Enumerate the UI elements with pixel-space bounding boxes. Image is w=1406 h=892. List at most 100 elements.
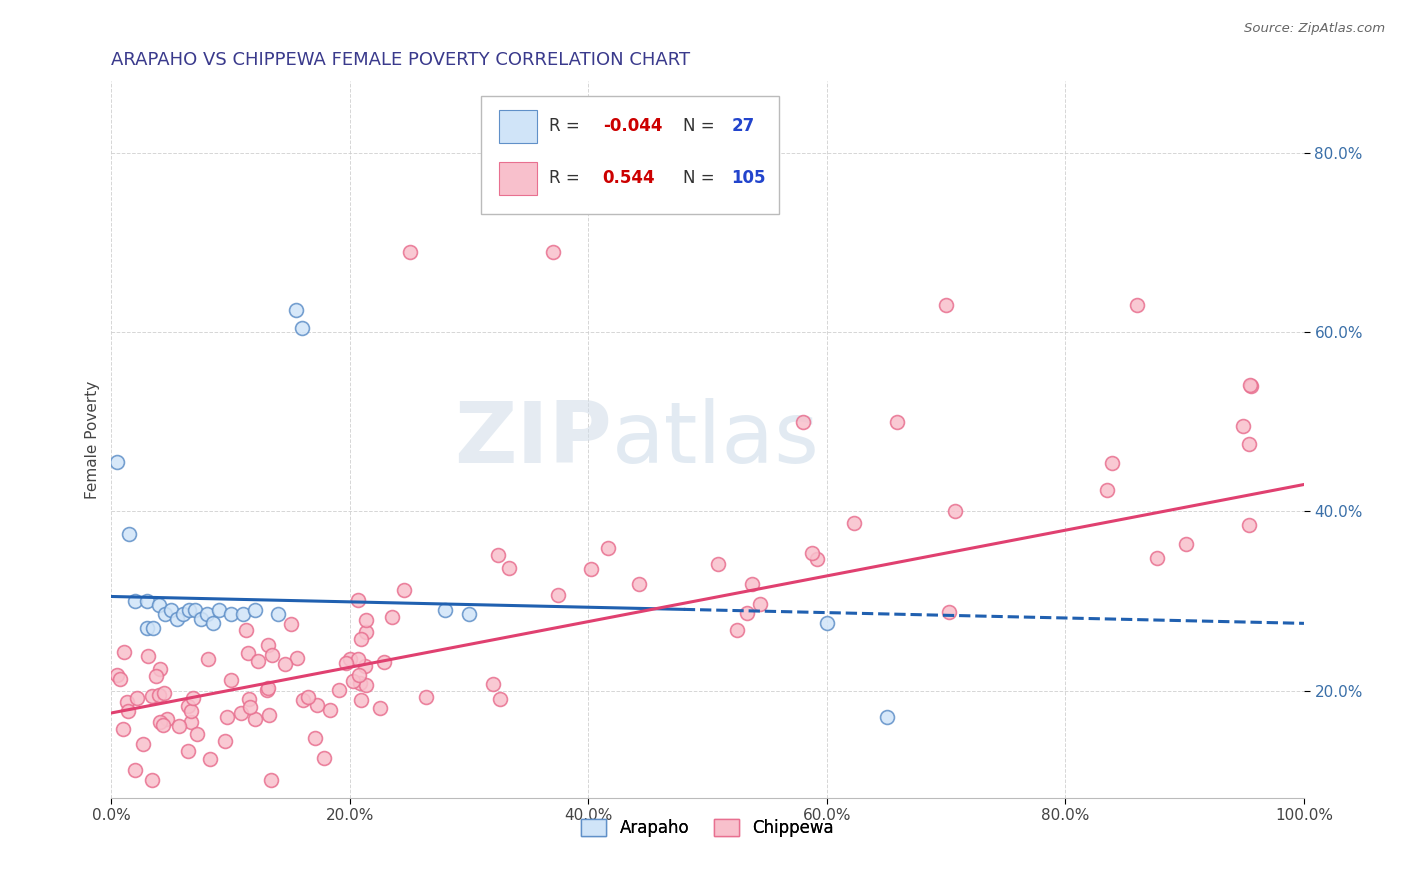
Point (231, 706, 253, 721)
Point (160, 603, 183, 617)
Point (1237, 437, 1260, 451)
Text: N =: N = (683, 169, 720, 187)
Point (285, 302, 308, 317)
Text: atlas: atlas (612, 398, 820, 481)
Point (112, 645, 135, 659)
Point (141, 689, 163, 703)
Point (354, 678, 377, 692)
Point (1095, 483, 1118, 497)
Point (208, 603, 231, 617)
Point (153, 607, 176, 622)
Point (938, 605, 960, 619)
Point (458, 607, 481, 622)
Point (105, 668, 128, 682)
Point (243, 712, 266, 726)
Point (136, 594, 159, 608)
Point (398, 244, 420, 259)
Point (148, 662, 170, 676)
Point (347, 668, 370, 682)
Point (292, 693, 315, 707)
Y-axis label: Female Poverty: Female Poverty (86, 381, 100, 499)
Point (725, 623, 748, 637)
Point (1237, 518, 1260, 533)
Point (354, 625, 377, 640)
Point (353, 659, 375, 673)
Point (792, 415, 814, 429)
Point (257, 681, 280, 695)
Point (148, 688, 170, 702)
Point (319, 703, 342, 717)
Point (215, 709, 238, 723)
Point (482, 676, 505, 690)
Point (181, 691, 204, 706)
Point (243, 603, 266, 617)
FancyBboxPatch shape (499, 161, 537, 194)
Point (166, 612, 188, 626)
Point (842, 516, 865, 530)
Point (115, 694, 138, 708)
Point (235, 623, 257, 637)
Point (876, 710, 898, 724)
Point (304, 731, 326, 746)
Point (247, 654, 270, 668)
Point (489, 691, 512, 706)
Point (198, 751, 221, 765)
Point (105, 455, 128, 469)
FancyBboxPatch shape (481, 95, 779, 214)
Point (197, 652, 219, 666)
Point (342, 674, 364, 689)
Point (172, 607, 194, 622)
Point (297, 690, 319, 704)
Point (307, 698, 329, 712)
Point (110, 672, 132, 686)
Point (312, 750, 335, 764)
Point (707, 557, 730, 571)
Point (486, 548, 509, 562)
Point (347, 652, 370, 666)
Point (748, 597, 770, 611)
Point (415, 690, 437, 704)
Point (801, 546, 824, 560)
Text: N =: N = (683, 118, 720, 136)
Point (328, 683, 350, 698)
Text: 27: 27 (731, 118, 755, 136)
Point (267, 607, 290, 622)
Point (260, 773, 283, 788)
Text: -0.044: -0.044 (603, 118, 662, 136)
Point (177, 698, 200, 713)
Legend: Arapaho, Chippewa: Arapaho, Chippewa (575, 812, 841, 844)
Point (350, 692, 373, 706)
Point (257, 708, 280, 723)
Point (735, 606, 758, 620)
Point (392, 582, 415, 597)
Point (741, 576, 763, 591)
Point (186, 727, 208, 741)
Point (156, 713, 179, 727)
Point (219, 607, 242, 622)
Point (943, 504, 966, 518)
Point (124, 763, 146, 777)
Text: R =: R = (550, 118, 585, 136)
Text: ARAPAHO VS CHIPPEWA FEMALE POVERTY CORRELATION CHART: ARAPAHO VS CHIPPEWA FEMALE POVERTY CORRE… (111, 51, 690, 69)
Point (1232, 418, 1254, 433)
Point (142, 621, 165, 635)
Point (214, 733, 236, 747)
Point (498, 560, 520, 574)
Text: R =: R = (550, 169, 591, 187)
Point (886, 415, 908, 429)
Point (260, 648, 283, 662)
Point (256, 682, 278, 697)
Point (347, 593, 370, 607)
Point (1146, 550, 1168, 565)
Text: ZIP: ZIP (454, 398, 612, 481)
Point (136, 648, 159, 663)
Point (132, 737, 155, 751)
Point (285, 651, 308, 665)
Point (219, 673, 242, 688)
Point (368, 701, 391, 715)
Point (335, 656, 357, 670)
FancyBboxPatch shape (499, 110, 537, 143)
Point (1239, 379, 1261, 393)
Point (349, 675, 371, 690)
Point (117, 704, 139, 718)
